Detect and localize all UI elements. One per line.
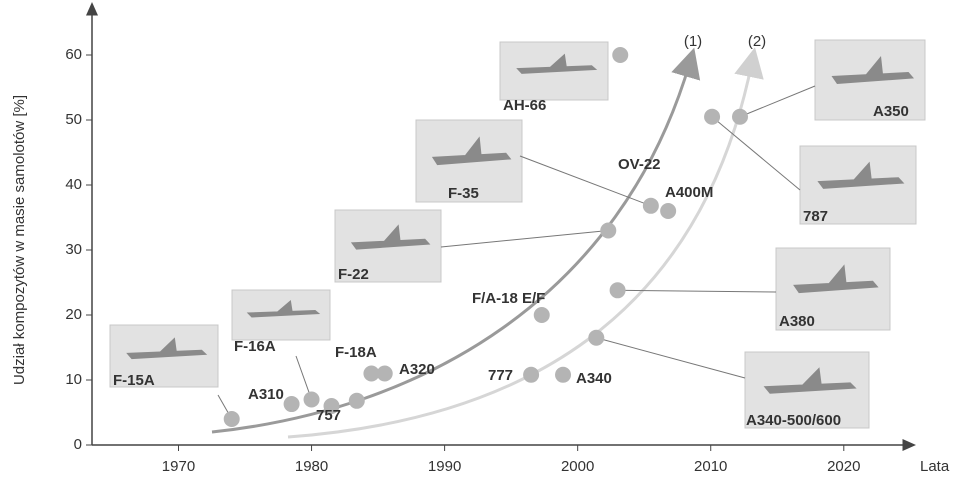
data-point	[224, 411, 240, 427]
annotation: OV-22	[618, 156, 661, 173]
point-label: A340	[576, 370, 612, 387]
point-label: F-15A	[113, 372, 155, 389]
trend-curve-1	[212, 62, 690, 432]
data-point	[534, 307, 550, 323]
data-point	[610, 282, 626, 298]
y-axis-title: Udział kompozytów w masie samolotów [%]	[11, 95, 28, 385]
data-point	[588, 330, 604, 346]
chart: Lata Udział kompozytów w masie samolotów…	[0, 0, 958, 480]
data-point	[349, 393, 365, 409]
y-tick-label: 30	[65, 241, 82, 258]
point-label: F-18A	[335, 344, 377, 361]
data-point	[643, 198, 659, 214]
point-label: F-22	[338, 266, 369, 283]
data-point	[660, 203, 676, 219]
y-tick-label: 50	[65, 111, 82, 128]
point-label: 757	[316, 407, 341, 424]
data-point	[377, 366, 393, 382]
point-label: 777	[488, 367, 513, 384]
data-point	[284, 396, 300, 412]
y-tick-label: 0	[74, 436, 82, 453]
x-tick-label: 1980	[295, 458, 328, 475]
y-tick-label: 10	[65, 371, 82, 388]
point-label: F-16A	[234, 338, 276, 355]
point-label: F/A-18 E/F	[472, 290, 545, 307]
data-point	[600, 223, 616, 239]
data-point	[732, 109, 748, 125]
curve-label: (2)	[748, 33, 766, 50]
curve-label: (1)	[684, 33, 702, 50]
point-label: A400M	[665, 184, 713, 201]
point-label: F-35	[448, 185, 479, 202]
x-tick-label: 1990	[428, 458, 461, 475]
point-label: 787	[803, 208, 828, 225]
y-tick-label: 60	[65, 46, 82, 63]
point-label: A310	[248, 386, 284, 403]
data-point	[704, 109, 720, 125]
y-tick-label: 20	[65, 306, 82, 323]
leader-line	[596, 338, 745, 378]
y-tick-label: 40	[65, 176, 82, 193]
point-label: A340-500/600	[746, 412, 841, 429]
data-point	[612, 47, 628, 63]
point-label: A320	[399, 361, 435, 378]
data-point	[523, 367, 539, 383]
point-label: AH-66	[503, 97, 546, 114]
x-tick-label: 1970	[162, 458, 195, 475]
point-label: A380	[779, 313, 815, 330]
data-point	[555, 367, 571, 383]
leader-line	[441, 231, 608, 248]
point-label: A350	[873, 103, 909, 120]
leader-line	[740, 86, 815, 117]
x-tick-label: 2010	[694, 458, 727, 475]
data-point	[304, 392, 320, 408]
x-tick-label: 2000	[561, 458, 594, 475]
x-axis-title: Lata	[920, 458, 950, 475]
x-tick-label: 2020	[827, 458, 860, 475]
